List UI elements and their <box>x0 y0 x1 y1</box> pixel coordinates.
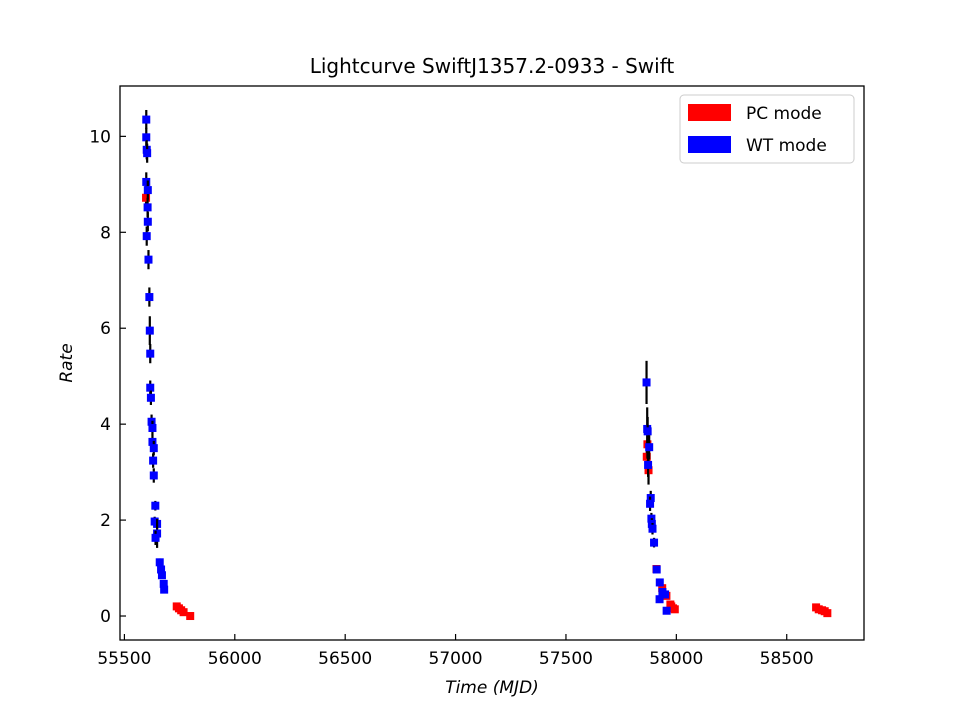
data-point-wt-mode <box>153 529 162 538</box>
data-point-wt-mode <box>142 232 151 241</box>
data-point-wt-mode <box>159 579 168 588</box>
x-axis-label: Time (MJD) <box>445 678 539 698</box>
data-point-wt-mode <box>143 203 152 212</box>
x-tick-label: 57000 <box>429 649 483 669</box>
data-point-wt-mode <box>661 590 670 599</box>
data-point-wt-mode <box>149 471 158 480</box>
data-point-wt-mode <box>652 565 661 574</box>
data-point-wt-mode <box>143 186 152 195</box>
legend: PC mode WT mode <box>679 94 855 164</box>
data-marks <box>142 109 832 621</box>
data-point-pc-mode <box>179 608 188 617</box>
chart-title: Lightcurve SwiftJ1357.2-0933 - Swift <box>310 54 675 78</box>
x-tick-label: 58500 <box>760 649 814 669</box>
data-point-wt-mode <box>157 571 166 580</box>
data-point-wt-mode <box>142 133 151 142</box>
data-point-wt-mode <box>146 349 155 358</box>
x-axis-label-main: Time <box>445 678 487 698</box>
data-point-wt-mode <box>143 217 152 226</box>
legend-label-pc-mode: PC mode <box>746 104 822 124</box>
data-point-wt-mode <box>642 378 651 387</box>
data-point-wt-mode <box>148 423 157 432</box>
x-tick-label: 56000 <box>208 649 262 669</box>
plot-frame <box>119 85 865 641</box>
data-point-wt-mode <box>645 443 654 452</box>
data-point-wt-mode <box>142 115 151 124</box>
data-point-wt-mode <box>143 149 152 158</box>
legend-swatch-wt-mode <box>688 136 731 153</box>
y-tick-label: 8 <box>100 223 111 243</box>
data-point-wt-mode <box>148 437 157 446</box>
data-point-wt-mode <box>662 606 671 615</box>
y-tick-label: 0 <box>100 607 111 627</box>
data-point-wt-mode <box>146 393 155 402</box>
data-point-pc-mode <box>823 609 832 618</box>
legend-label-wt-mode: WT mode <box>746 136 827 156</box>
x-tick-label: 58000 <box>649 649 703 669</box>
data-point-wt-mode <box>151 533 160 542</box>
y-axis-ticks: 0 2 4 6 8 10 <box>89 127 126 627</box>
data-point-wt-mode <box>157 565 166 574</box>
data-point-wt-mode <box>646 499 655 508</box>
data-point-wt-mode <box>145 326 154 335</box>
data-point-wt-mode <box>145 293 154 302</box>
data-point-wt-mode <box>644 460 653 469</box>
y-axis-label: Rate <box>57 343 77 382</box>
data-point-wt-mode <box>643 427 652 436</box>
x-axis-label-unit: (MJD) <box>493 678 539 698</box>
x-tick-label: 55500 <box>97 649 151 669</box>
data-point-wt-mode <box>149 456 158 465</box>
y-tick-label: 4 <box>100 415 111 435</box>
data-point-wt-mode <box>151 501 160 510</box>
legend-swatch-pc-mode <box>688 104 731 121</box>
data-point-pc-mode <box>670 605 679 614</box>
x-axis-ticks: 55500 56000 56500 57000 57500 58000 58500 <box>97 634 814 669</box>
x-tick-label: 56500 <box>318 649 372 669</box>
data-point-wt-mode <box>160 585 169 594</box>
x-tick-label: 57500 <box>539 649 593 669</box>
y-tick-label: 6 <box>100 319 111 339</box>
data-point-wt-mode <box>155 558 164 567</box>
data-point-wt-mode <box>650 538 659 547</box>
data-point-pc-mode <box>142 193 151 202</box>
y-tick-label: 2 <box>100 511 111 531</box>
data-point-wt-mode <box>648 524 657 533</box>
y-tick-label: 10 <box>89 127 111 147</box>
data-point-wt-mode <box>149 444 158 453</box>
data-point-wt-mode <box>142 177 151 186</box>
data-point-wt-mode <box>144 255 153 264</box>
data-point-wt-mode <box>146 383 155 392</box>
data-point-wt-mode <box>655 578 664 587</box>
data-point-pc-mode <box>186 612 195 621</box>
data-point-wt-mode <box>655 595 664 604</box>
